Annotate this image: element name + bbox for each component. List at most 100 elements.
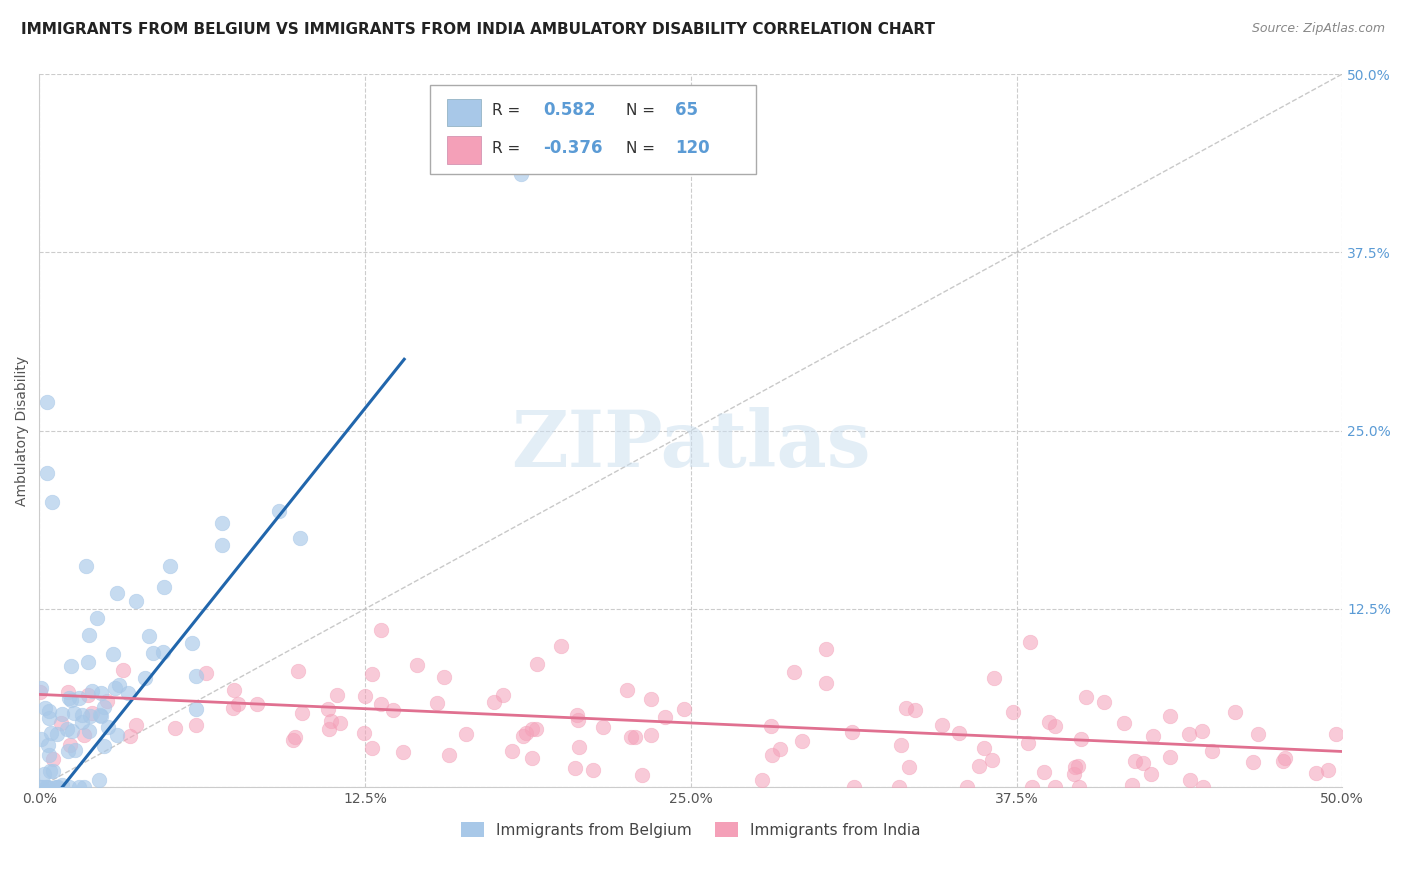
Point <box>159 559 181 574</box>
Point <box>96 694 118 708</box>
Point <box>931 718 953 732</box>
FancyBboxPatch shape <box>447 99 481 126</box>
Point <box>287 665 309 679</box>
Point <box>222 700 245 714</box>
Point <box>433 670 456 684</box>
Point <box>184 701 207 715</box>
Point <box>283 732 305 747</box>
Point <box>981 753 1004 767</box>
Point <box>28 780 51 794</box>
Point <box>353 725 375 739</box>
Point <box>592 720 614 734</box>
Text: R =: R = <box>492 103 520 118</box>
Point <box>211 538 233 552</box>
Point <box>568 739 591 754</box>
Point <box>1192 780 1215 794</box>
Point <box>79 708 101 723</box>
Point <box>138 628 160 642</box>
Point <box>284 730 307 744</box>
Point <box>181 636 204 650</box>
Point <box>640 728 662 742</box>
Point <box>49 716 72 731</box>
Point <box>105 728 128 742</box>
Point <box>894 701 917 715</box>
Point <box>1191 724 1213 739</box>
Point <box>1272 755 1295 769</box>
Point <box>1021 780 1043 794</box>
Point <box>89 708 111 723</box>
Point <box>46 727 69 741</box>
Point <box>134 671 156 685</box>
Point <box>1076 690 1098 705</box>
Point <box>58 744 80 758</box>
Point <box>46 780 69 794</box>
Point <box>1241 756 1264 770</box>
Point <box>60 723 83 738</box>
Point <box>28 685 51 699</box>
Point <box>1121 778 1143 792</box>
Point <box>34 700 56 714</box>
Point <box>1043 780 1066 794</box>
Point <box>1067 780 1090 794</box>
Point <box>1140 766 1163 780</box>
Point <box>370 623 392 637</box>
Point <box>1247 727 1270 741</box>
Legend: Immigrants from Belgium, Immigrants from India: Immigrants from Belgium, Immigrants from… <box>456 815 927 844</box>
Point <box>290 706 312 720</box>
Point <box>616 683 638 698</box>
Point <box>983 671 1005 685</box>
Point <box>51 778 73 792</box>
Point <box>89 707 111 722</box>
Point <box>492 688 515 702</box>
Point <box>56 685 79 699</box>
Point <box>38 748 60 763</box>
Point <box>354 689 377 703</box>
Point <box>76 656 98 670</box>
Point <box>67 690 90 705</box>
Point <box>1159 750 1181 764</box>
Point <box>1317 763 1340 777</box>
Point <box>890 738 912 752</box>
Point <box>117 686 139 700</box>
Point <box>903 703 925 717</box>
Point <box>184 718 207 732</box>
Point <box>60 659 83 673</box>
Point <box>620 730 643 744</box>
Point <box>125 718 148 732</box>
Point <box>761 747 783 762</box>
Point <box>948 725 970 739</box>
Point <box>45 780 67 794</box>
Point <box>482 695 505 709</box>
Point <box>35 780 58 794</box>
FancyBboxPatch shape <box>430 85 756 174</box>
Point <box>1038 714 1060 729</box>
Point <box>640 692 662 706</box>
Point <box>31 780 53 794</box>
Point <box>75 559 97 574</box>
Point <box>1223 705 1246 719</box>
Point <box>186 669 208 683</box>
Point <box>751 772 773 787</box>
Point <box>39 764 62 778</box>
Point <box>118 729 141 743</box>
Point <box>93 700 115 714</box>
Point <box>39 726 62 740</box>
Point <box>41 752 63 766</box>
Point <box>887 780 910 794</box>
Text: N =: N = <box>626 141 655 155</box>
Point <box>1018 634 1040 648</box>
Point <box>630 768 652 782</box>
Point <box>1001 705 1024 719</box>
Point <box>101 647 124 661</box>
Text: IMMIGRANTS FROM BELGIUM VS IMMIGRANTS FROM INDIA AMBULATORY DISABILITY CORRELATI: IMMIGRANTS FROM BELGIUM VS IMMIGRANTS FR… <box>21 22 935 37</box>
Point <box>1067 759 1090 773</box>
Point <box>361 666 384 681</box>
Point <box>1305 765 1327 780</box>
Point <box>46 780 69 794</box>
Point <box>1132 756 1154 771</box>
Point <box>582 763 605 777</box>
Point <box>1063 760 1085 774</box>
Text: N =: N = <box>626 103 655 118</box>
Point <box>90 686 112 700</box>
Point <box>360 740 382 755</box>
